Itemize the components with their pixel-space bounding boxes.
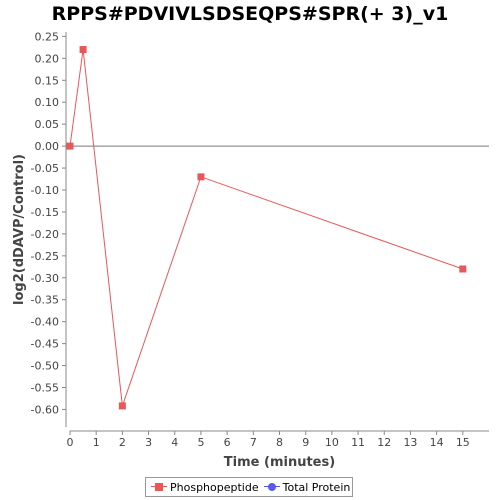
y-tick-label: -0.10 bbox=[31, 184, 59, 197]
y-axis-label: log2(dDAVP/Control) bbox=[12, 154, 27, 305]
x-tick-label: 1 bbox=[93, 436, 100, 449]
y-tick-label: -0.55 bbox=[31, 382, 59, 395]
y-tick-label: 0.00 bbox=[35, 140, 60, 153]
y-tick-label: -0.25 bbox=[31, 250, 59, 263]
x-axis-ticks: 0 1 2 3 4 5 6 7 8 9 10 11 12 13 14 15 bbox=[67, 431, 470, 449]
y-tick-label: -0.45 bbox=[31, 338, 59, 351]
y-tick-label: -0.40 bbox=[31, 316, 59, 329]
data-point-phosphopeptide bbox=[79, 46, 87, 54]
y-tick-label: 0.10 bbox=[35, 96, 60, 109]
legend-item-phosphopeptide: Phosphopeptide bbox=[151, 481, 259, 494]
y-tick-label: -0.50 bbox=[31, 360, 59, 373]
x-tick-label: 6 bbox=[224, 436, 231, 449]
legend-item-total-protein: Total Protein bbox=[263, 480, 351, 494]
y-tick-label: -0.05 bbox=[31, 162, 59, 175]
x-tick-label: 14 bbox=[430, 436, 444, 449]
y-tick-label: -0.30 bbox=[31, 272, 59, 285]
x-tick-label: 10 bbox=[325, 436, 339, 449]
y-tick-label: 0.25 bbox=[35, 30, 60, 43]
x-tick-label: 7 bbox=[250, 436, 257, 449]
x-tick-label: 3 bbox=[145, 436, 152, 449]
x-tick-label: 15 bbox=[456, 436, 470, 449]
x-axis-label: Time (minutes) bbox=[224, 455, 335, 470]
x-tick-label: 5 bbox=[197, 436, 204, 449]
y-tick-label: -0.20 bbox=[31, 228, 59, 241]
y-tick-label: 0.20 bbox=[35, 52, 60, 65]
y-axis-ticks: 0.25 0.20 0.15 0.10 0.05 0.00 -0.05 -0.10 -0.15 -… bbox=[31, 30, 66, 416]
chart-title: RPPS#PDVIVLSDSEQPS#SPR(+ 3)_v1 bbox=[51, 3, 449, 25]
x-tick-label: 9 bbox=[302, 436, 309, 449]
legend-label-total-protein: Total Protein bbox=[282, 480, 351, 494]
legend-swatch-phosphopeptide bbox=[151, 482, 167, 492]
x-tick-label: 4 bbox=[171, 436, 178, 449]
x-tick-label: 8 bbox=[276, 436, 283, 449]
x-tick-label: 2 bbox=[119, 436, 126, 449]
y-tick-label: -0.35 bbox=[31, 294, 59, 307]
y-tick-label: 0.15 bbox=[35, 74, 60, 87]
legend-label-phosphopeptide: Phosphopeptide bbox=[170, 480, 259, 494]
y-tick-label: -0.15 bbox=[31, 206, 59, 219]
data-point-phosphopeptide bbox=[459, 265, 467, 273]
y-tick-label: -0.60 bbox=[31, 403, 59, 416]
x-tick-label: 12 bbox=[377, 436, 391, 449]
plot-area bbox=[70, 32, 489, 427]
legend-swatch-total-protein bbox=[263, 482, 280, 492]
series-layer bbox=[66, 46, 467, 410]
x-tick-label: 11 bbox=[351, 436, 365, 449]
data-point-phosphopeptide bbox=[118, 402, 126, 410]
legend: Phosphopeptide Total Protein bbox=[145, 477, 353, 497]
y-tick-label: 0.05 bbox=[35, 118, 60, 131]
x-tick-label: 13 bbox=[403, 436, 417, 449]
data-point-phosphopeptide bbox=[66, 142, 74, 150]
data-point-phosphopeptide bbox=[197, 173, 205, 181]
x-tick-label: 0 bbox=[67, 436, 74, 449]
